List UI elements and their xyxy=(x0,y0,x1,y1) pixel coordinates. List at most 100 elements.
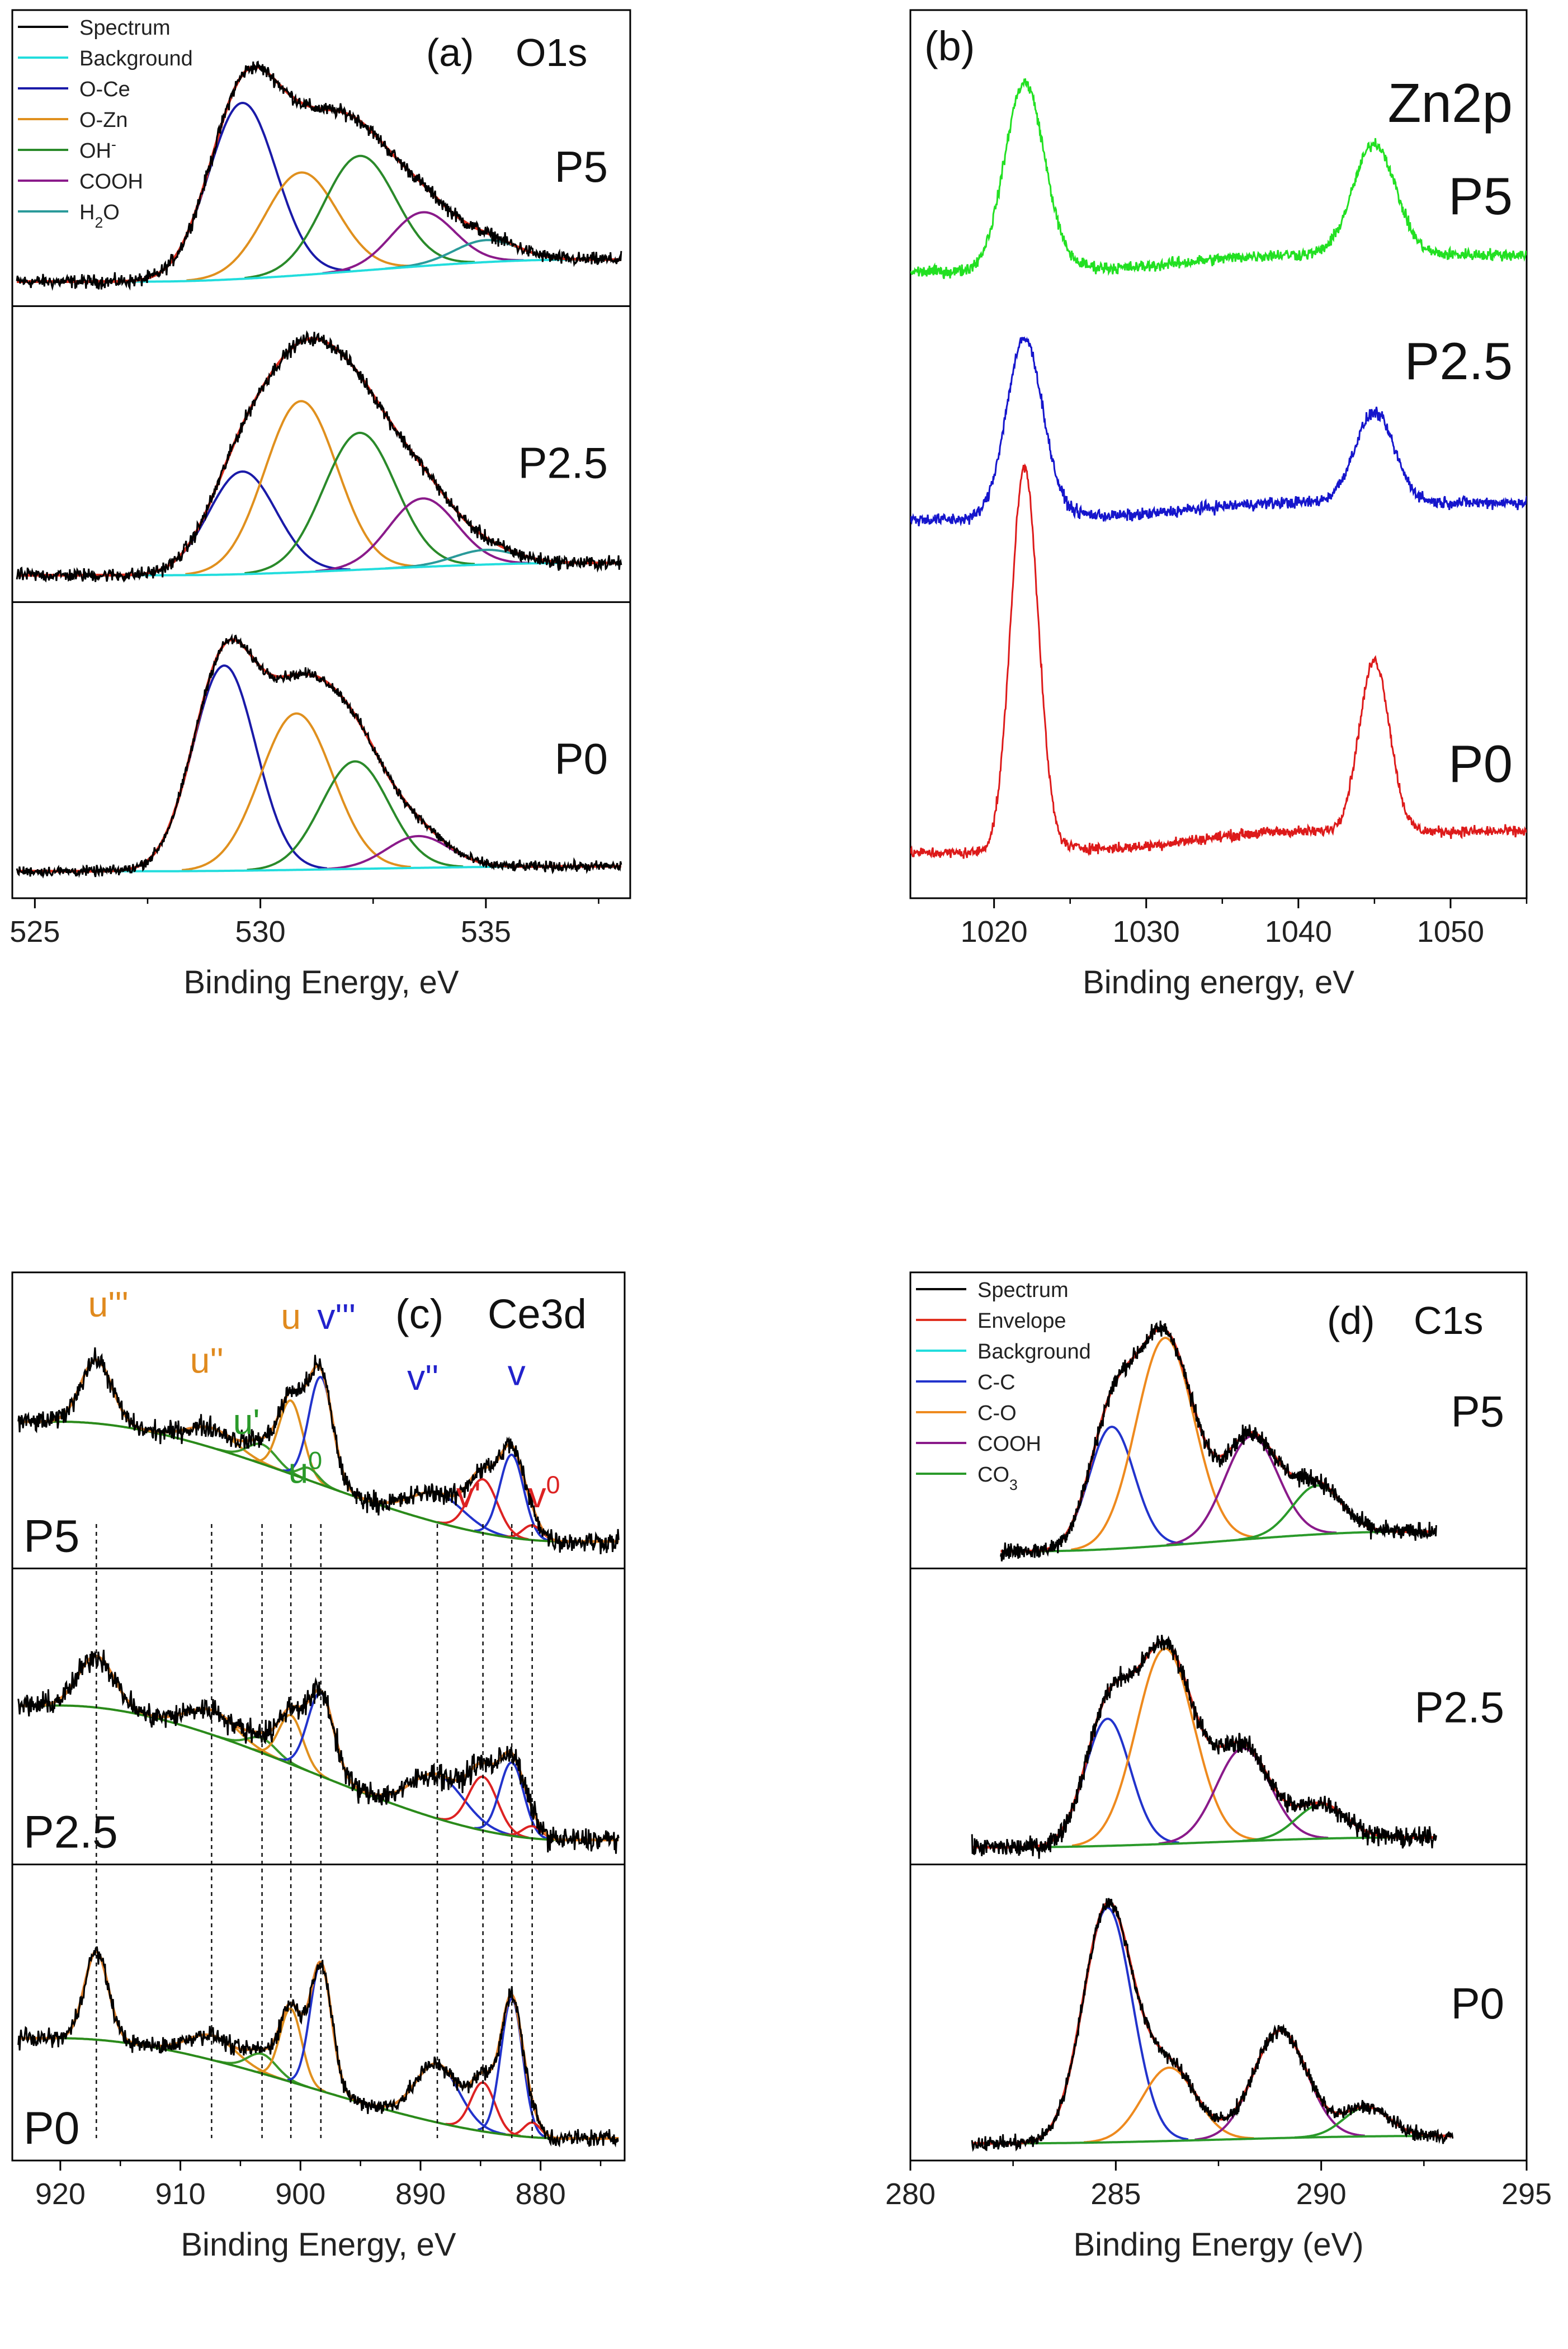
subplot-P2.5 xyxy=(971,1635,1437,1859)
background-curve xyxy=(18,2037,619,2140)
curves xyxy=(910,78,1527,859)
spectrum-curve xyxy=(17,1946,619,2148)
sample-label: P2.5 xyxy=(518,438,608,487)
panel-label: (b) xyxy=(924,23,975,69)
peak-label: v' xyxy=(456,1475,481,1515)
panel-label: (c) xyxy=(395,1291,443,1337)
peak-label: v xyxy=(508,1353,526,1393)
component-COOH-curve xyxy=(315,497,531,573)
x-tick-label: 280 xyxy=(885,2177,936,2211)
legend-entry: C-C xyxy=(977,1371,1016,1394)
panel-frame xyxy=(11,1271,626,2162)
subplot-P2.5 xyxy=(17,1649,620,1854)
sample-label: P0 xyxy=(1451,1979,1504,2028)
component-OH--curve xyxy=(244,154,475,280)
background-curve xyxy=(1000,1530,1437,1553)
spectrum-curve xyxy=(971,1635,1437,1859)
panel-d: 280 285 290 295 Binding Energy (eV) P5 P2.5 P0 (… xyxy=(885,1271,1552,2263)
peak-label: u0 xyxy=(289,1446,323,1490)
subplot-P5 xyxy=(1000,1320,1437,1562)
component-vp-curve xyxy=(437,1478,529,1541)
component-C-O-curve xyxy=(1084,2067,1254,2144)
component-u-curve xyxy=(257,2007,326,2093)
x-tick-label: 880 xyxy=(516,2177,566,2211)
x-axis-label: Binding Energy, eV xyxy=(183,964,459,1001)
x-tick-label: 1030 xyxy=(1113,915,1180,949)
component-O-Zn-curve xyxy=(185,400,417,576)
component-O-Zn-curve xyxy=(186,171,415,282)
background-curve xyxy=(18,1704,619,1841)
legend-entry: COOH xyxy=(79,170,143,194)
x-tick-label: 530 xyxy=(235,915,286,949)
curves xyxy=(971,1320,1454,2152)
subplot-P0 xyxy=(971,1898,1454,2152)
sample-label: P0 xyxy=(1448,734,1513,793)
panel-label: (a) xyxy=(426,31,474,74)
x-tick-label: 920 xyxy=(35,2177,86,2211)
component-v-curve xyxy=(474,1453,550,1542)
spectrum-curve xyxy=(971,1898,1454,2152)
legend-entry: OH- xyxy=(79,136,116,163)
spectrum-curve xyxy=(17,1649,620,1854)
sample-label: P2.5 xyxy=(23,1807,118,1858)
x-tick-label: 890 xyxy=(395,2177,446,2211)
component-up-curve xyxy=(216,2052,309,2088)
trace-P5 xyxy=(910,78,1527,280)
element-label: C1s xyxy=(1414,1299,1483,1342)
element-label: Zn2p xyxy=(1388,72,1513,134)
component-OH--curve xyxy=(244,431,475,574)
component-COOH-curve xyxy=(322,211,524,275)
subplot-P5 xyxy=(17,1347,620,1554)
legend-entry: O-Zn xyxy=(79,109,128,132)
panel-b: 1020 1030 1040 1050 Binding energy, eV P5 P2.5… xyxy=(909,9,1528,1001)
trace-P2.5 xyxy=(910,336,1527,527)
subplot-P0 xyxy=(16,633,622,879)
legend-entry: Background xyxy=(79,47,193,70)
x-tick-label: 295 xyxy=(1501,2177,1552,2211)
spectrum-curve xyxy=(17,1347,620,1554)
x-axis-label: Binding Energy, eV xyxy=(181,2227,456,2263)
legend-entry: Background xyxy=(977,1340,1091,1364)
x-tick-label: 535 xyxy=(461,915,511,949)
panel-frame xyxy=(11,9,631,899)
legend-entry: C-O xyxy=(977,1402,1017,1425)
component-OH--curve xyxy=(247,760,464,871)
spectrum-curve xyxy=(1000,1320,1437,1562)
sample-label: P5 xyxy=(1448,167,1513,225)
legend-entry: Spectrum xyxy=(977,1279,1069,1302)
legend-entry: O-Ce xyxy=(79,78,130,101)
legend-entry: CO3 xyxy=(977,1463,1018,1493)
sample-label: P0 xyxy=(555,734,608,784)
peak-label: u' xyxy=(233,1402,260,1442)
panel-frame xyxy=(909,9,1528,899)
x-tick-label: 1050 xyxy=(1417,915,1484,949)
subplot-P2.5 xyxy=(16,330,622,583)
component-O-Zn-curve xyxy=(182,712,411,871)
peak-label: v''' xyxy=(317,1296,356,1337)
x-tick-label: 910 xyxy=(155,2177,206,2211)
component-C-O-curve xyxy=(1071,1647,1259,1847)
legend: Spectrum Envelope Background C-C C-O COOH CO3 xyxy=(916,1279,1091,1493)
x-axis-label: Binding energy, eV xyxy=(1083,964,1354,1001)
sample-label: P5 xyxy=(1451,1386,1504,1436)
x-tick-label: 290 xyxy=(1296,2177,1347,2211)
legend-entry: Spectrum xyxy=(79,16,171,40)
spectrum-curve xyxy=(16,633,622,879)
panel-c: 920 910 900 890 880 Binding Energy, eV P5 P2.5 P… xyxy=(11,1271,626,2263)
x-tick-label: 285 xyxy=(1090,2177,1141,2211)
peak-label: v0 xyxy=(528,1471,560,1515)
sample-label: P0 xyxy=(23,2103,79,2154)
background-curve xyxy=(18,1421,619,1543)
legend-entry: H2O xyxy=(79,201,120,231)
peak-label: v'' xyxy=(407,1357,438,1398)
trace-P0 xyxy=(910,463,1527,859)
subplot-P5 xyxy=(16,60,622,291)
legend-entry: Envelope xyxy=(977,1309,1066,1333)
spectrum-curve xyxy=(16,330,622,583)
sample-label: P2.5 xyxy=(1415,1683,1504,1732)
x-axis-label: Binding Energy (eV) xyxy=(1073,2227,1363,2263)
